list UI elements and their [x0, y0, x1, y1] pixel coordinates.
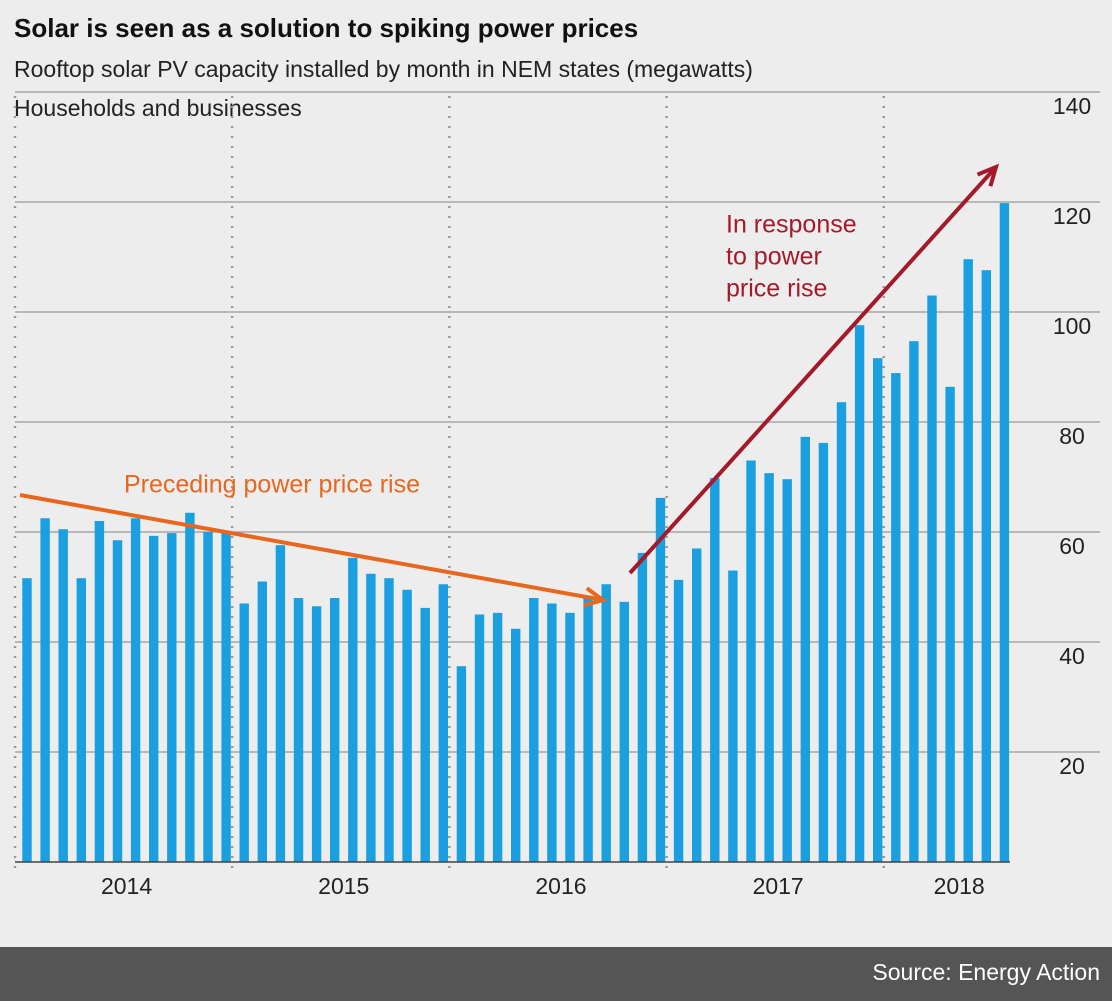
bar [746, 460, 756, 862]
bar [692, 548, 702, 862]
bar [58, 529, 68, 862]
bar [492, 612, 503, 862]
bar [981, 270, 991, 862]
bar [112, 540, 123, 862]
bar [221, 532, 231, 862]
bar [94, 521, 105, 862]
y-tick-label: 20 [1059, 753, 1085, 779]
bar [149, 535, 159, 862]
bar [456, 666, 467, 862]
bar [167, 533, 177, 862]
bar [40, 518, 50, 862]
bar [909, 341, 919, 862]
bar [511, 628, 521, 862]
bar [836, 402, 847, 862]
y-tick-label: 80 [1059, 423, 1085, 449]
bar [927, 295, 937, 862]
annotation-arrow [628, 165, 998, 575]
bar [818, 442, 829, 862]
bar [185, 512, 195, 862]
annotation-arrow [19, 493, 604, 602]
x-tick-label: 2017 [753, 873, 804, 899]
bar [239, 603, 249, 862]
bar [673, 579, 684, 862]
bar [311, 606, 322, 862]
y-tick-label: 120 [1053, 203, 1091, 229]
bar [366, 573, 376, 862]
x-tick-label: 2018 [934, 873, 985, 899]
x-tick-label: 2015 [318, 873, 369, 899]
annotation-text: to power [726, 243, 822, 271]
bar [565, 612, 575, 862]
y-tick-label: 140 [1053, 93, 1091, 119]
bar [203, 532, 213, 862]
annotation-text: Preceding power price rise [124, 471, 420, 499]
bar [782, 479, 792, 862]
y-tick-label: 60 [1059, 533, 1085, 559]
bar [547, 603, 557, 862]
source: Source: Energy Action [872, 959, 1100, 985]
bar [999, 203, 1010, 863]
annotation-text: In response [726, 211, 857, 239]
bar [800, 436, 810, 862]
x-tick-label: 2016 [535, 873, 586, 899]
bar [583, 595, 593, 862]
bar [637, 552, 648, 862]
bar [22, 578, 32, 862]
arrow-head [583, 586, 608, 608]
chart-title: Solar is seen as a solution to spiking p… [14, 13, 638, 43]
annotation-text: price rise [726, 275, 827, 303]
bar [945, 386, 955, 862]
bar [854, 325, 865, 862]
bar [529, 598, 539, 862]
bar [601, 584, 611, 862]
chart-subtitle: Rooftop solar PV capacity installed by m… [14, 56, 753, 82]
bar [348, 557, 358, 862]
footer-band [0, 947, 1112, 1001]
bar [963, 259, 973, 862]
bar [293, 598, 304, 862]
bar [619, 601, 629, 862]
bar [420, 607, 430, 862]
bar [764, 473, 774, 862]
x-tick-label: 2014 [101, 873, 152, 899]
series-label: Households and businesses [14, 95, 302, 121]
bar [474, 614, 485, 862]
y-tick-label: 40 [1059, 643, 1085, 669]
bar [655, 497, 666, 862]
bar [710, 478, 720, 862]
bar [402, 589, 412, 862]
bar [257, 581, 267, 862]
bar [330, 598, 340, 862]
y-tick-label: 100 [1053, 313, 1091, 339]
arrow-head [976, 163, 1000, 187]
bar [275, 545, 286, 862]
bar [76, 578, 86, 862]
bar [130, 518, 141, 862]
bar [384, 578, 394, 862]
bar [891, 373, 901, 862]
bar [438, 584, 448, 862]
bar [873, 358, 883, 862]
bar [728, 570, 738, 862]
